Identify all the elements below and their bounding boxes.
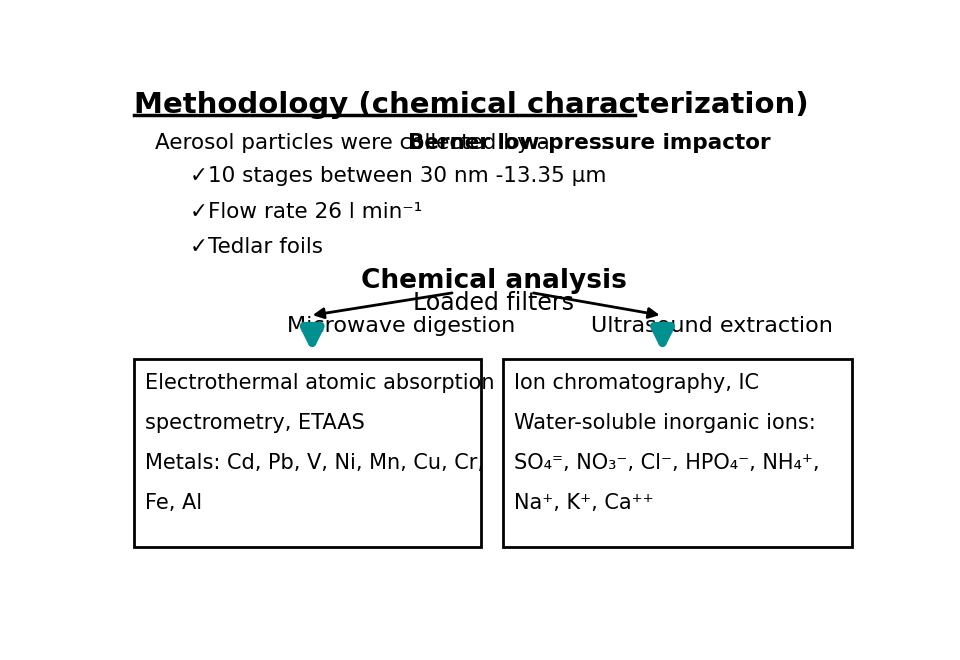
Text: Metals: Cd, Pb, V, Ni, Mn, Cu, Cr,: Metals: Cd, Pb, V, Ni, Mn, Cu, Cr, (145, 453, 484, 473)
Text: Fe, Al: Fe, Al (145, 492, 202, 513)
Text: ✓10 stages between 30 nm -13.35 μm: ✓10 stages between 30 nm -13.35 μm (190, 166, 607, 186)
Text: Microwave digestion: Microwave digestion (287, 316, 515, 337)
Bar (503, 359, 852, 547)
Text: Methodology (chemical characterization): Methodology (chemical characterization) (134, 91, 808, 119)
Text: spectrometry, ETAAS: spectrometry, ETAAS (145, 412, 365, 432)
Text: Ion chromatography, IC: Ion chromatography, IC (514, 372, 758, 393)
Text: Electrothermal atomic absorption: Electrothermal atomic absorption (145, 372, 494, 393)
Text: Aerosol particles were collected by a: Aerosol particles were collected by a (155, 133, 557, 153)
Text: ✓Flow rate 26 l min⁻¹: ✓Flow rate 26 l min⁻¹ (190, 203, 422, 222)
Text: ✓Tedlar foils: ✓Tedlar foils (190, 237, 323, 257)
Text: Berner low-pressure impactor: Berner low-pressure impactor (408, 133, 770, 153)
Text: Na⁺, K⁺, Ca⁺⁺: Na⁺, K⁺, Ca⁺⁺ (514, 492, 654, 513)
Text: SO₄⁼, NO₃⁻, Cl⁻, HPO₄⁻, NH₄⁺,: SO₄⁼, NO₃⁻, Cl⁻, HPO₄⁻, NH₄⁺, (514, 453, 819, 473)
Bar (134, 359, 481, 547)
Text: Chemical analysis: Chemical analysis (361, 268, 627, 294)
Text: :: : (600, 133, 607, 153)
Text: Loaded filters: Loaded filters (413, 291, 574, 315)
Text: Water-soluble inorganic ions:: Water-soluble inorganic ions: (514, 412, 815, 432)
Text: Ultrasound extraction: Ultrasound extraction (591, 316, 833, 337)
